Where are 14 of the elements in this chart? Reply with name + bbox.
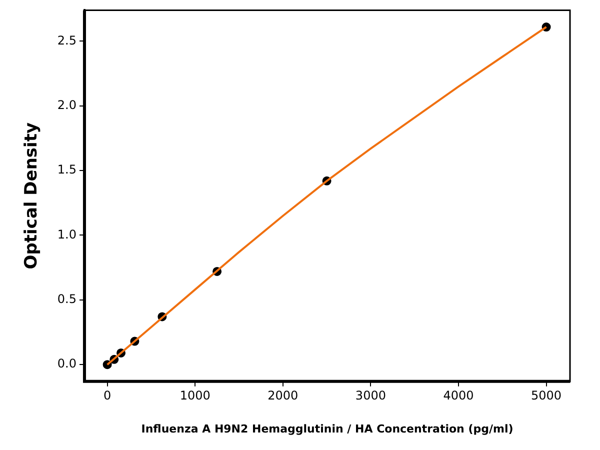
- x-tick-label: 1000: [180, 388, 210, 403]
- y-tick-label: 0.0: [57, 356, 76, 371]
- y-tick-label: 2.5: [57, 33, 76, 48]
- x-tick-label: 3000: [355, 388, 386, 403]
- x-tick-label: 2000: [268, 388, 298, 403]
- y-tick-label: 1.0: [57, 227, 76, 242]
- y-tick-label: 1.5: [57, 162, 76, 177]
- x-tick-label: 5000: [531, 388, 562, 403]
- y-tick-label: 0.5: [57, 292, 76, 306]
- y-axis-title: Optical Density: [22, 122, 42, 270]
- x-axis-title: Influenza A H9N2 Hemagglutinin / HA Concentration (pg/ml): [141, 422, 514, 436]
- y-tick-label: 2.0: [57, 98, 76, 112]
- x-tick-label: 4000: [443, 388, 474, 403]
- x-tick-label: 0: [103, 388, 112, 403]
